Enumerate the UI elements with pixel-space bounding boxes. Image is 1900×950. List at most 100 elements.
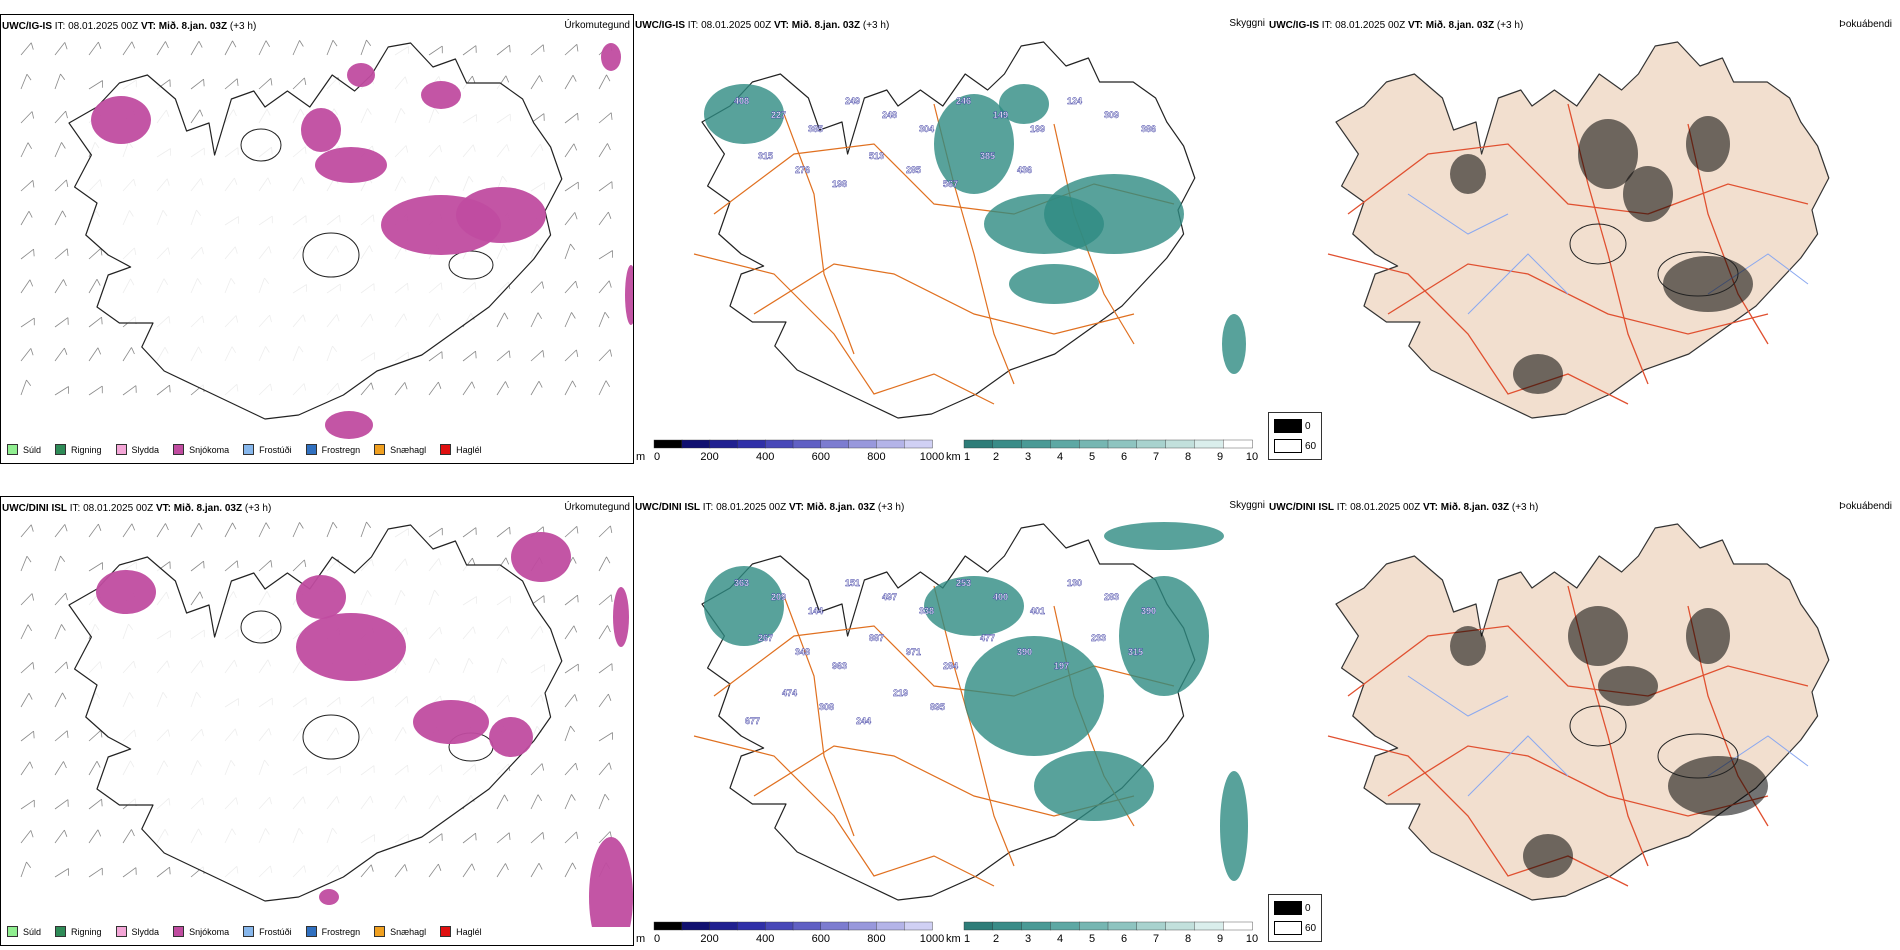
wind-barb xyxy=(88,760,101,776)
fog-area xyxy=(1578,119,1638,189)
wind-barb xyxy=(598,525,613,538)
legend-label: Slydda xyxy=(131,444,160,455)
glacier-outline xyxy=(240,610,282,644)
wind-barb xyxy=(54,142,66,158)
wind-barb xyxy=(564,694,578,708)
wind-barb xyxy=(258,77,273,90)
ceiling-value: 895 xyxy=(930,702,945,712)
snowfall-area xyxy=(625,265,633,325)
colorbar-tick: 8 xyxy=(1185,933,1191,945)
visibility-ceiling-map[interactable]: 363 209 144 151 497 338 253 400 401 130 283 390 267 3… xyxy=(634,496,1268,916)
legend-item: Haglél xyxy=(440,926,482,937)
ceiling-value: 248 xyxy=(882,110,897,120)
legend-swatch xyxy=(305,444,317,455)
wind-barb xyxy=(54,829,68,844)
ceiling-value: 267 xyxy=(758,633,773,643)
ceiling-value: 249 xyxy=(845,96,860,106)
panel-title: UWC/DINI ISL IT: 08.01.2025 00Z VT: Mið.… xyxy=(635,502,905,513)
colorbar-step xyxy=(820,439,850,449)
visibility-ceiling-map[interactable]: 408 227 385 249 248 304 246 149 199 124 309 386 315 2… xyxy=(634,14,1268,434)
wind-barb xyxy=(88,729,103,742)
wind-barb xyxy=(20,210,33,226)
panel-variable-label: Úrkomutegund xyxy=(564,20,630,31)
road-line xyxy=(1327,735,1629,887)
wind-barb xyxy=(54,730,69,742)
fog-indicator-map[interactable] xyxy=(1268,14,1900,434)
fog-indicator-map[interactable] xyxy=(1268,496,1900,916)
legend-item: Rigning xyxy=(55,444,102,455)
wind-barb xyxy=(564,525,579,538)
legend-swatch xyxy=(173,444,185,455)
wind-barb xyxy=(20,861,32,878)
wind-barb xyxy=(530,763,545,776)
precipitation-type-map[interactable] xyxy=(1,497,634,927)
colorbar-step xyxy=(1194,439,1224,449)
colorbar-tick: 5 xyxy=(1089,933,1095,945)
ceiling-value: 308 xyxy=(819,702,834,712)
colorbar-step xyxy=(764,439,794,449)
low-visibility-area xyxy=(704,84,784,144)
snowfall-area xyxy=(91,96,151,144)
low-visibility-area xyxy=(999,84,1049,124)
wind-barb xyxy=(20,799,35,810)
colorbar-tick: 9 xyxy=(1217,933,1223,945)
colorbar-tick: 10 xyxy=(1246,933,1258,945)
precip-panel-bottom: UWC/DINI ISL IT: 08.01.2025 00Z VT: Mið.… xyxy=(0,496,634,946)
road-line xyxy=(783,113,855,355)
colorbar-step xyxy=(737,439,766,449)
panel-title: UWC/IG-IS IT: 08.01.2025 00Z VT: Mið. 8.… xyxy=(1269,20,1524,31)
ceiling-value: 477 xyxy=(980,633,995,643)
wind-barb xyxy=(292,559,307,572)
wind-barb xyxy=(394,382,408,396)
ceiling-value: 497 xyxy=(882,592,897,602)
ceiling-value: 390 xyxy=(1141,606,1156,616)
road-line xyxy=(1347,143,1809,215)
wind-barb xyxy=(598,732,613,742)
snowfall-area xyxy=(301,108,341,152)
snowfall-area xyxy=(489,717,533,757)
wind-barb xyxy=(54,73,66,90)
fog-panel-top: UWC/IG-IS IT: 08.01.2025 00Z VT: Mið. 8.… xyxy=(1268,14,1900,464)
panel-variable-label: Þokuábendi xyxy=(1839,501,1892,512)
wind-barb xyxy=(54,42,68,56)
wind-barb xyxy=(428,863,442,878)
wind-barb xyxy=(156,523,169,538)
colorbar-tick: 200 xyxy=(700,451,718,463)
glacier-outline xyxy=(1657,733,1739,779)
wind-barb xyxy=(530,349,545,362)
snowfall-area xyxy=(96,570,156,614)
wind-barb xyxy=(20,730,35,742)
wind-barb xyxy=(190,591,204,606)
wind-barb xyxy=(530,831,545,844)
colorbar-step xyxy=(1078,439,1109,449)
colorbar-unit: km xyxy=(946,451,961,463)
legend-label: Súld xyxy=(23,444,42,455)
ceiling-value: 283 xyxy=(1104,592,1119,602)
ceiling-value: 963 xyxy=(832,661,847,671)
river-line xyxy=(1467,735,1569,797)
colorbar-tick: 8 xyxy=(1185,451,1191,463)
low-visibility-area xyxy=(934,94,1014,194)
wind-barb xyxy=(496,312,509,328)
snowfall-area xyxy=(613,587,629,647)
precipitation-type-map[interactable] xyxy=(1,15,634,445)
snowfall-area xyxy=(456,187,546,243)
wind-barb xyxy=(326,39,338,56)
wind-barb xyxy=(190,522,203,538)
ceiling-value: 315 xyxy=(1128,647,1143,657)
wind-barb xyxy=(496,794,509,810)
low-visibility-area xyxy=(924,576,1024,636)
glacier-outline xyxy=(1569,705,1627,747)
ceiling-colorbar: m 0 200 400 600 800 1000 xyxy=(636,921,944,945)
ceiling-value: 149 xyxy=(993,110,1008,120)
road-line xyxy=(1327,253,1629,405)
fog-area xyxy=(1623,166,1673,222)
ceiling-value: 401 xyxy=(1030,606,1045,616)
wind-barb xyxy=(88,80,103,90)
wind-barb xyxy=(122,829,135,844)
visibility-colorbar: km 1 2 3 4 5 6 7 8 9 10 xyxy=(946,439,1258,463)
ceiling-value: 677 xyxy=(745,716,760,726)
colorbar-step xyxy=(1050,921,1080,931)
legend-item: Frostúði xyxy=(243,444,292,455)
wind-barb xyxy=(292,522,304,538)
